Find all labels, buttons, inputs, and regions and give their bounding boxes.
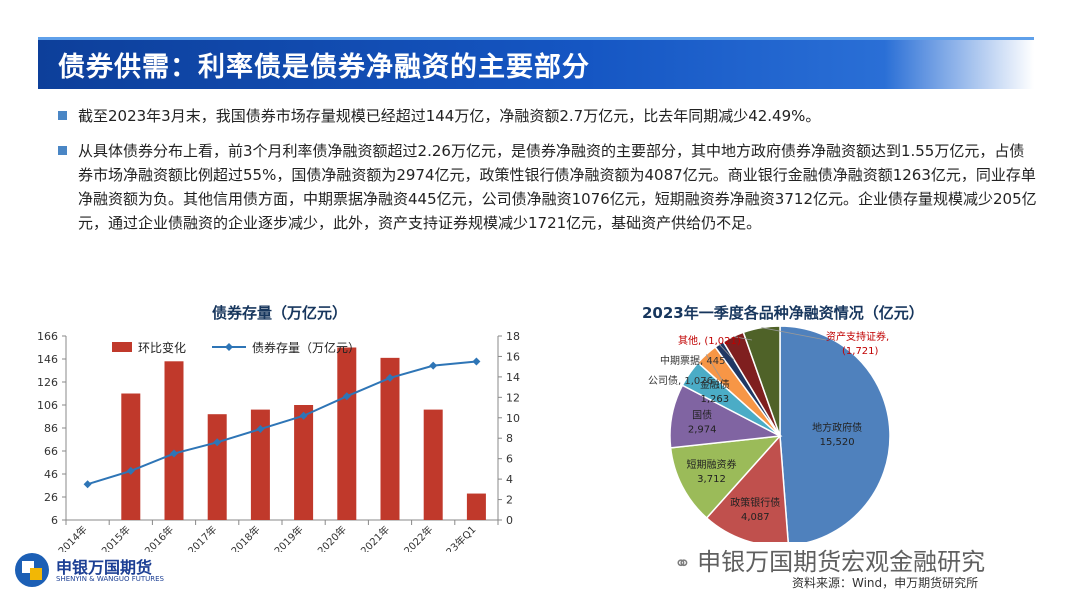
line-series xyxy=(87,360,477,486)
pie-data-value: (1,721) xyxy=(842,346,879,357)
legend-line-marker xyxy=(225,343,233,351)
bar-chart-title: 债券存量（万亿元） xyxy=(212,304,348,322)
x-tick-label: 2022年 xyxy=(401,523,435,552)
x-tick-label: 2017年 xyxy=(185,523,219,552)
line-point xyxy=(342,392,351,401)
bar-mark xyxy=(423,409,443,520)
line-point xyxy=(83,480,92,489)
company-logo: 申银万国期货 SHENYIN & WANGUO FUTURES xyxy=(14,552,164,592)
bar-mark xyxy=(337,347,357,520)
left-tick-label: 146 xyxy=(37,353,58,366)
legend-bar-swatch xyxy=(112,342,132,352)
legend-line-label: 债券存量（万亿元） xyxy=(252,340,360,355)
pie-slice xyxy=(705,434,789,542)
right-tick-label: 8 xyxy=(506,432,513,445)
legend-bar-label: 环比变化 xyxy=(138,340,186,355)
bullet-square-icon xyxy=(58,146,67,155)
bar-mark xyxy=(466,493,486,520)
slide-title: 债券供需：利率债是债券净融资的主要部分 xyxy=(58,52,590,83)
pie-data-label: 资产支持证券, xyxy=(826,330,889,343)
pie-data-label: 中期票据, 445 xyxy=(660,354,725,367)
pie-leader-line xyxy=(761,327,827,341)
bullet-text-2: 从具体债券分布上看，前3个月利率债净融资额超过2.26万亿元，是债券净融资的主要… xyxy=(78,142,1037,232)
left-tick-label: 166 xyxy=(37,330,58,343)
right-tick-label: 12 xyxy=(506,391,520,404)
pie-data-value: 1,263 xyxy=(701,394,730,405)
right-tick-label: 6 xyxy=(506,453,513,466)
pie-slice xyxy=(669,435,782,520)
right-tick-label: 16 xyxy=(506,350,520,363)
pie-data-value: 2,974 xyxy=(688,424,717,435)
x-tick-label: 2014年 xyxy=(55,523,89,552)
pie-data-label: 其他, (1,021) xyxy=(678,334,741,347)
bullet-item-2: 从具体债券分布上看，前3个月利率债净融资额超过2.26万亿元，是债券净融资的主要… xyxy=(58,139,1038,235)
line-point xyxy=(170,449,178,458)
left-tick-label: 66 xyxy=(44,445,58,458)
pie-chart: 地方政府债 15,520 政策银行债 4,087 短期融资券 3,712 国债 2,974 金融… xyxy=(648,325,891,542)
bullet-square-icon xyxy=(58,111,67,120)
title-bar: 债券供需：利率债是债券净融资的主要部分 xyxy=(38,37,1034,89)
bar-mark xyxy=(164,361,184,520)
left-tick-label: 106 xyxy=(37,399,58,412)
right-tick-label: 10 xyxy=(506,412,520,425)
wechat-icon: ⚭ xyxy=(674,551,698,575)
line-point xyxy=(256,425,265,434)
line-point xyxy=(126,466,135,475)
bar-mark xyxy=(380,357,400,520)
pie-data-label: 短期融资券 xyxy=(686,458,736,471)
right-tick-label: 0 xyxy=(506,514,513,527)
bar-mark xyxy=(207,414,227,520)
line-point xyxy=(386,373,394,382)
bar-mark xyxy=(250,409,270,520)
bar-mark xyxy=(294,405,314,520)
x-tick-label: 2018年 xyxy=(228,523,262,552)
bullet-list: 截至2023年3月末，我国债券市场存量规模已经超过144万亿，净融资额2.7万亿… xyxy=(58,104,1038,246)
bar-line-chart: 6264666861061261461660246810121416182014… xyxy=(37,330,520,552)
right-tick-label: 18 xyxy=(506,330,520,343)
x-tick-label: 2020年 xyxy=(315,523,349,552)
pie-slice xyxy=(779,325,891,542)
pie-leader-line xyxy=(705,354,723,381)
line-point xyxy=(429,361,438,370)
line-point xyxy=(472,357,481,366)
pie-leader-line xyxy=(718,344,735,361)
pie-data-value: 4,087 xyxy=(741,512,770,523)
left-tick-label: 6 xyxy=(51,514,58,527)
bullet-item-1: 截至2023年3月末，我国债券市场存量规模已经超过144万亿，净融资额2.7万亿… xyxy=(58,104,1038,128)
left-tick-label: 126 xyxy=(37,376,58,389)
x-tick-label: 2023年Q1 xyxy=(434,523,478,552)
x-tick-label: 2019年 xyxy=(271,523,305,552)
logo-cn-text: 申银万国期货 xyxy=(56,558,153,577)
watermark-label: 申银万国期货宏观金融研究 xyxy=(697,548,986,576)
source-note: 资料来源：Wind，申万期货研究所 xyxy=(792,576,979,590)
right-tick-label: 4 xyxy=(506,473,513,486)
bar-mark xyxy=(121,393,141,520)
left-tick-label: 46 xyxy=(44,468,58,481)
left-tick-label: 86 xyxy=(44,422,58,435)
x-tick-label: 2021年 xyxy=(358,523,392,552)
logo-mark-icon xyxy=(15,553,49,587)
pie-data-value: 15,520 xyxy=(820,437,855,448)
x-tick-label: 2016年 xyxy=(142,523,176,552)
watermark-text: ⚭ 申银万国期货宏观金融研究 xyxy=(674,542,985,577)
right-tick-label: 14 xyxy=(506,371,520,384)
bullet-text-1: 截至2023年3月末，我国债券市场存量规模已经超过144万亿，净融资额2.7万亿… xyxy=(78,107,821,125)
left-tick-label: 26 xyxy=(44,491,58,504)
pie-data-label: 政策银行债 xyxy=(730,496,780,509)
pie-data-label: 国债 xyxy=(692,408,712,421)
pie-data-label: 公司债, 1,076 xyxy=(648,374,713,387)
pie-data-label: 地方政府债 xyxy=(812,421,862,434)
line-point xyxy=(299,411,308,420)
pie-data-label: 金融债 xyxy=(700,378,730,391)
line-point xyxy=(213,438,222,447)
logo-en-text: SHENYIN & WANGUO FUTURES xyxy=(56,575,164,583)
pie-data-value: 3,712 xyxy=(697,474,726,485)
pie-chart-title: 2023年一季度各品种净融资情况（亿元） xyxy=(642,304,924,322)
pie-leader-line xyxy=(733,336,753,341)
x-tick-label: 2015年 xyxy=(99,523,133,552)
right-tick-label: 2 xyxy=(506,494,513,507)
